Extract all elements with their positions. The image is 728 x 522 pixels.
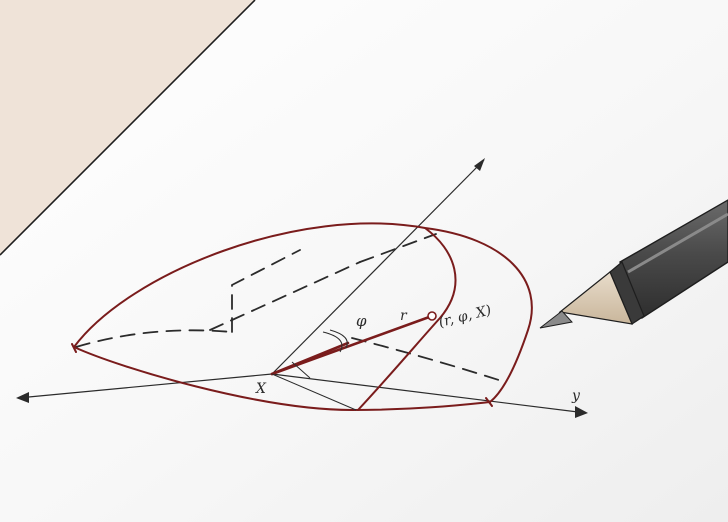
x-axis-label: X <box>255 381 267 397</box>
front-base-curve <box>73 346 491 412</box>
dashed-left-rim <box>75 329 233 348</box>
phi-label: φ <box>356 312 367 330</box>
projection-lines <box>271 311 437 411</box>
x-axis-arrowhead <box>16 392 29 403</box>
axis-arrowheads <box>16 158 588 418</box>
radius-line-inner <box>270 341 350 376</box>
dashed-back-rim <box>209 261 361 331</box>
radius-construction <box>270 314 434 376</box>
dashed-base-arc <box>351 337 506 383</box>
y-axis-line <box>271 373 587 414</box>
z-axis-line <box>271 159 485 375</box>
pen-cone <box>558 271 633 325</box>
r-label: r <box>400 308 408 324</box>
dashed-top-rim <box>359 233 437 263</box>
meridian-curve <box>357 227 457 411</box>
axes <box>17 159 587 414</box>
z-axis-arrowhead <box>474 158 485 171</box>
x-axis-line-back <box>17 373 273 399</box>
pen-highlight <box>627 212 728 274</box>
phi-angle-arc-outer <box>322 331 343 353</box>
hidden-edges <box>75 233 506 383</box>
pen <box>539 199 728 329</box>
pen-tip <box>539 310 573 329</box>
point-marker <box>427 311 437 321</box>
dashed-inner-edge <box>231 249 301 333</box>
y-axis-arrowhead <box>575 406 588 418</box>
projection-diagonal <box>271 373 357 411</box>
y-axis-label: y <box>571 388 581 404</box>
outer-dome-curve <box>73 222 533 403</box>
phi-angle-arc <box>329 329 348 349</box>
outline-ticks <box>71 343 493 407</box>
solid-outline <box>71 222 533 412</box>
projection-tick <box>291 361 311 379</box>
paper-edge <box>0 0 256 256</box>
